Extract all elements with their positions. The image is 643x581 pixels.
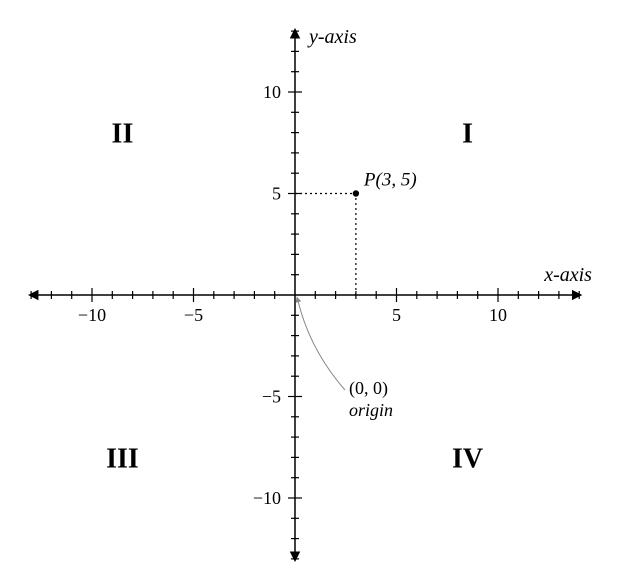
x-tick-label: −5 xyxy=(184,305,203,325)
chart-svg: −10−5510−10−5510x-axisy-axisIIIIIIIVP(3,… xyxy=(0,0,643,581)
point-p-label: P(3, 5) xyxy=(363,170,417,191)
quadrant-label: I xyxy=(462,119,473,150)
origin-coords-label: (0, 0) xyxy=(349,378,388,399)
origin-pointer xyxy=(298,301,345,390)
y-axis-title: y-axis xyxy=(307,26,357,48)
y-tick-label: −5 xyxy=(262,387,281,407)
x-tick-label: −10 xyxy=(78,305,106,325)
y-tick-label: 5 xyxy=(272,184,281,204)
x-tick-label: 10 xyxy=(489,305,507,325)
x-tick-label: 5 xyxy=(392,305,401,325)
point-p xyxy=(353,190,359,196)
origin-text-label: origin xyxy=(349,400,393,420)
y-tick-label: −10 xyxy=(253,488,281,508)
quadrant-label: IV xyxy=(452,443,483,474)
y-tick-label: 10 xyxy=(263,82,281,102)
x-axis-title: x-axis xyxy=(543,264,592,286)
coordinate-plane-chart: −10−5510−10−5510x-axisy-axisIIIIIIIVP(3,… xyxy=(0,0,643,581)
quadrant-label: III xyxy=(106,443,139,474)
quadrant-label: II xyxy=(112,119,134,150)
